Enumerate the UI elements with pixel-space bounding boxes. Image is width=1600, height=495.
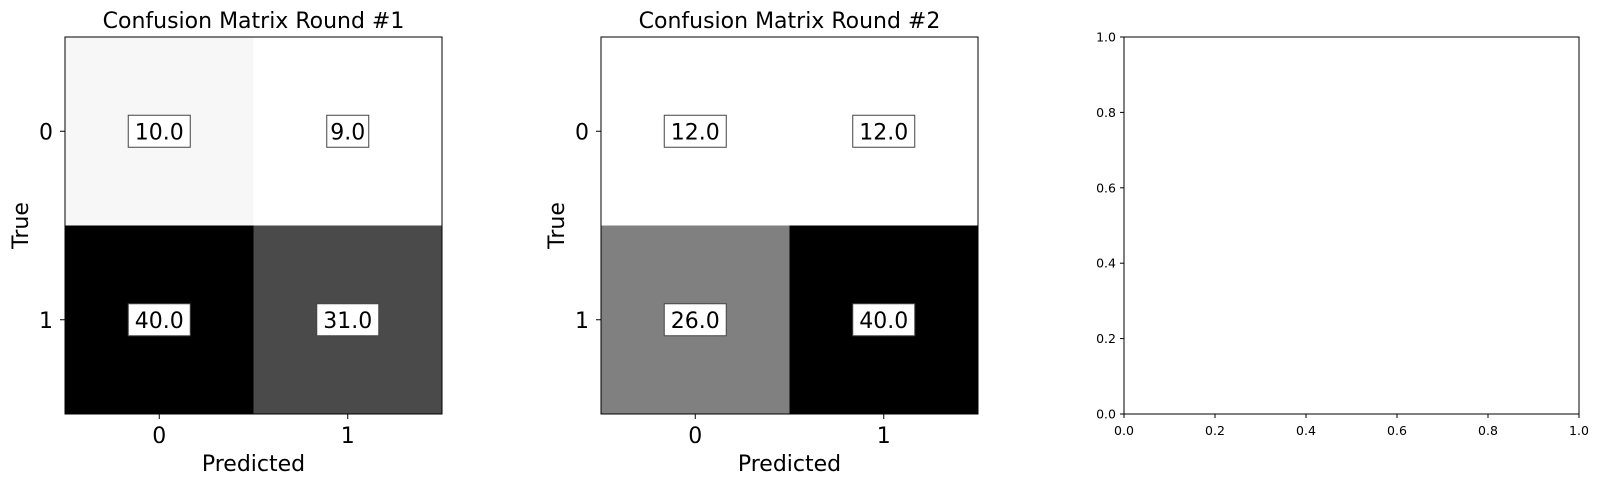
cell-label-1-0: 40.0: [135, 309, 184, 334]
chart-title: Confusion Matrix Round #1: [103, 9, 405, 34]
x-tick-label: 0: [688, 424, 702, 449]
cell-label-box: [127, 303, 191, 337]
y-tick-label: 0.0: [1096, 407, 1116, 422]
x-tick-label: 1: [341, 424, 355, 449]
empty-axes: 0.0 0.2 0.4 0.6 0.8 1.0 0.0 0.2 0.4 0.6 0.8 1.0: [1096, 30, 1589, 439]
x-tick-label: 0.4: [1296, 423, 1316, 438]
cell-label-1-1: 31.0: [323, 309, 372, 334]
cell-label-box: [852, 114, 916, 148]
cell-label-box: [316, 303, 380, 337]
axes-frame: [600, 36, 979, 415]
x-axis-label: Predicted: [202, 452, 305, 477]
cell-label-0-1: 12.0: [859, 120, 908, 145]
y-tick-label: 0: [39, 120, 53, 145]
cell-label-box: [663, 114, 727, 148]
cell-label-box: [127, 114, 191, 148]
y-tick-label: 0.8: [1096, 105, 1116, 120]
axes-frame: [64, 36, 443, 415]
y-tick-label: 0.2: [1096, 331, 1116, 346]
x-axis-label: Predicted: [738, 452, 841, 477]
x-tick-label: 0.8: [1478, 423, 1498, 438]
y-tick-label: 0: [575, 120, 589, 145]
confusion-matrix-round-2: Confusion Matrix Round #2 12.0 12.0 26.0 40.…: [545, 9, 979, 477]
cell-label-box: [852, 303, 916, 337]
cell-label-box: [663, 303, 727, 337]
y-tick-label: 0.6: [1096, 180, 1116, 195]
cell-label-1-1: 40.0: [859, 309, 908, 334]
y-tick-label: 0.4: [1096, 256, 1116, 271]
x-tick-label: 0.0: [1114, 423, 1134, 438]
x-tick-label: 0.6: [1387, 423, 1407, 438]
y-axis-label: True: [545, 202, 570, 250]
x-tick-label: 1: [877, 424, 891, 449]
empty-axes-frame: [1123, 36, 1580, 415]
cell-label-0-1: 9.0: [330, 120, 365, 145]
cell-label-0-0: 10.0: [135, 120, 184, 145]
cell-label-0-0: 12.0: [671, 120, 720, 145]
y-tick-label: 1: [575, 309, 589, 334]
chart-title: Confusion Matrix Round #2: [639, 9, 941, 34]
cell-label-1-0: 26.0: [671, 309, 720, 334]
cell-label-box: [326, 114, 370, 148]
x-tick-label: 1.0: [1569, 423, 1589, 438]
x-tick-label: 0: [152, 424, 166, 449]
y-axis-label: True: [9, 202, 34, 250]
y-tick-label: 1.0: [1096, 30, 1116, 45]
x-tick-label: 0.2: [1205, 423, 1225, 438]
confusion-matrix-round-1: Confusion Matrix Round #1 10.0 9.0 40.0 31.0…: [9, 9, 443, 477]
y-tick-label: 1: [39, 309, 53, 334]
